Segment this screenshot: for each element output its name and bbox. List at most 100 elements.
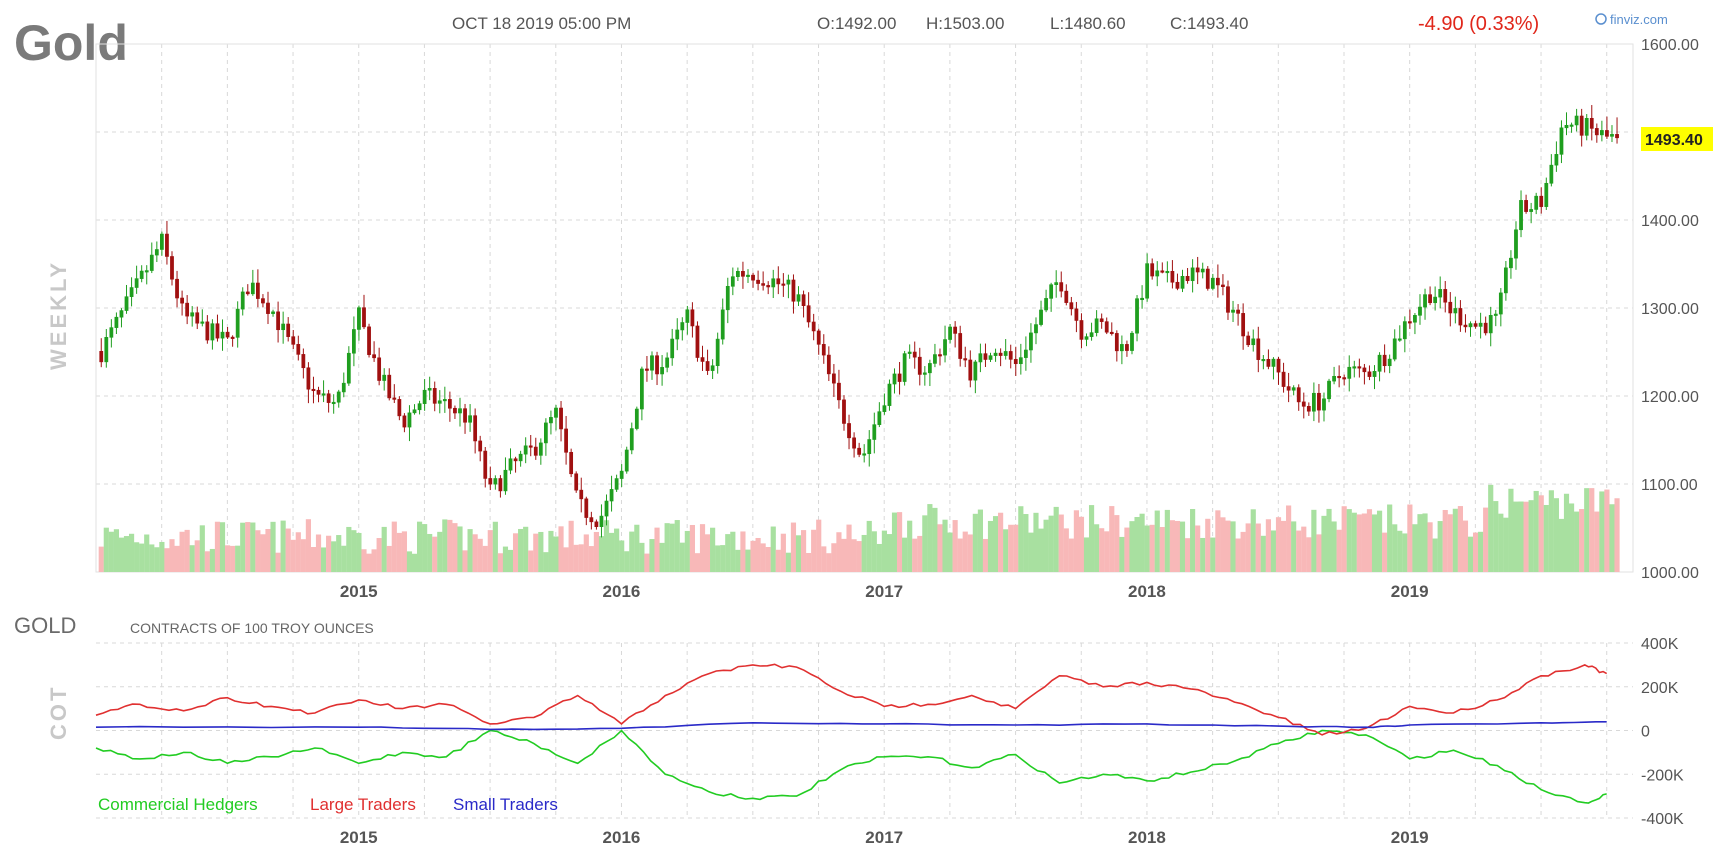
volume-bar bbox=[1134, 516, 1140, 572]
candle-body bbox=[1610, 134, 1614, 137]
price-x-tick: 2016 bbox=[603, 582, 641, 601]
volume-bar bbox=[1073, 510, 1079, 572]
volume-bar bbox=[1452, 508, 1458, 572]
brand-label[interactable]: finviz.com bbox=[1610, 12, 1668, 27]
candle-body bbox=[816, 330, 821, 345]
volume-bar bbox=[957, 538, 963, 572]
candle-body bbox=[528, 445, 533, 448]
volume-bar bbox=[927, 504, 933, 572]
candle-body bbox=[685, 309, 690, 323]
candle-body bbox=[1150, 263, 1155, 277]
volume-bar bbox=[1083, 537, 1090, 572]
volume-bar bbox=[1498, 513, 1504, 572]
volume-bar bbox=[558, 526, 564, 572]
candle-body bbox=[1377, 354, 1382, 372]
candle-body bbox=[1190, 267, 1195, 282]
volume-bar bbox=[1280, 520, 1287, 572]
candle-body bbox=[352, 329, 356, 354]
candle-body bbox=[771, 278, 776, 288]
volume-bar bbox=[1382, 532, 1388, 572]
volume-bar bbox=[1412, 524, 1418, 572]
cot-y-tick: 0 bbox=[1641, 724, 1650, 741]
finviz-logo-icon[interactable]: finviz.com bbox=[1595, 12, 1668, 27]
candle-body bbox=[225, 331, 230, 338]
volume-bar bbox=[629, 531, 635, 572]
cot-y-axis: 400K 200K 0 -200K -400K bbox=[1641, 636, 1684, 828]
candle-body bbox=[938, 354, 942, 357]
volume-bar bbox=[1184, 538, 1191, 572]
volume-bar bbox=[1392, 524, 1398, 572]
volume-bar bbox=[1119, 536, 1125, 572]
candle-body bbox=[660, 367, 664, 375]
volume-bar bbox=[1210, 537, 1216, 572]
candle-body bbox=[1443, 289, 1448, 303]
volume-bar bbox=[1003, 529, 1009, 572]
volume-bar bbox=[962, 531, 968, 572]
candle-body bbox=[998, 352, 1003, 356]
volume-bar bbox=[315, 534, 322, 572]
candle-body bbox=[574, 473, 579, 491]
candlesticks bbox=[99, 105, 1619, 538]
volume-bar bbox=[730, 531, 736, 572]
candle-body bbox=[316, 389, 321, 395]
candle-body bbox=[852, 437, 856, 449]
volume-bar bbox=[664, 523, 670, 572]
candle-body bbox=[559, 407, 563, 430]
candle-body bbox=[104, 337, 109, 363]
volume-bar bbox=[841, 538, 847, 572]
volume-bar bbox=[1579, 509, 1585, 572]
candle-body bbox=[266, 302, 270, 314]
volume-bar bbox=[725, 534, 731, 572]
candle-body bbox=[1534, 195, 1539, 210]
volume-bar bbox=[1058, 514, 1064, 572]
volume-bar bbox=[886, 534, 893, 572]
candle-body bbox=[710, 365, 715, 371]
candle-body bbox=[165, 233, 169, 257]
volume-bar bbox=[1291, 521, 1297, 572]
candle-body bbox=[402, 415, 407, 428]
volume-bar bbox=[326, 535, 332, 572]
volume-bar bbox=[1387, 504, 1393, 572]
candle-body bbox=[1226, 286, 1230, 313]
candle-body bbox=[776, 278, 781, 285]
candle-body bbox=[154, 249, 159, 256]
volume-bar bbox=[199, 525, 205, 572]
candle-body bbox=[175, 278, 179, 299]
candle-body bbox=[144, 270, 149, 273]
volume-bar bbox=[204, 551, 210, 572]
volume-bar bbox=[624, 551, 630, 572]
volume-bar bbox=[320, 547, 327, 572]
candle-body bbox=[215, 323, 220, 339]
candle-body bbox=[1003, 351, 1008, 356]
candle-body bbox=[200, 321, 205, 324]
volume-bar bbox=[235, 545, 241, 572]
candle-body bbox=[690, 309, 695, 327]
volume-bar bbox=[881, 530, 887, 572]
last-price-marker: 1493.40 bbox=[1641, 127, 1713, 151]
candle-body bbox=[645, 368, 649, 371]
volume-bar bbox=[644, 553, 650, 572]
candle-body bbox=[407, 412, 412, 428]
volume-bar bbox=[1604, 489, 1610, 572]
candle-body bbox=[478, 440, 483, 452]
volume-bar bbox=[1179, 521, 1186, 572]
cot-legend: Commercial Hedgers Large Traders Small T… bbox=[98, 795, 558, 814]
volume-bar bbox=[1432, 538, 1438, 572]
candle-body bbox=[367, 326, 371, 355]
candle-body bbox=[119, 310, 124, 318]
candle-body bbox=[933, 354, 937, 364]
candle-body bbox=[326, 393, 331, 403]
candle-body bbox=[538, 442, 543, 456]
volume-bar bbox=[1094, 524, 1100, 572]
candle-body bbox=[336, 391, 341, 403]
candle-body bbox=[1382, 354, 1387, 367]
high-value: H:1503.00 bbox=[926, 14, 1004, 33]
candle-body bbox=[1372, 371, 1377, 377]
cot-y-tick: -200K bbox=[1641, 767, 1684, 784]
volume-bar bbox=[427, 533, 433, 572]
volume-bar bbox=[1407, 504, 1413, 572]
candle-body bbox=[1347, 366, 1352, 379]
candle-body bbox=[1195, 267, 1200, 273]
candle-body bbox=[907, 351, 912, 354]
candle-body bbox=[1448, 301, 1453, 314]
